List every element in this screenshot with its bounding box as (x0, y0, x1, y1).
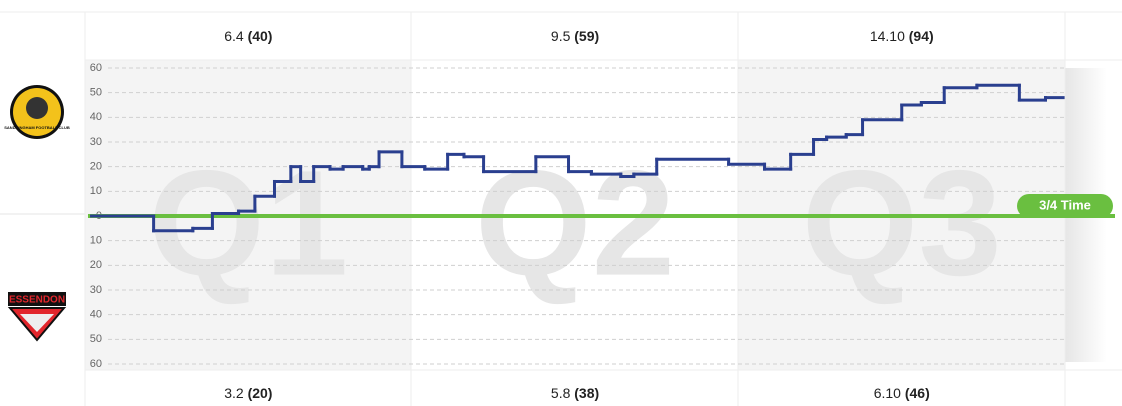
score-goals: 6.10 (874, 385, 901, 401)
score-points: (59) (574, 28, 599, 44)
away-score: 6.10 (46) (874, 385, 930, 401)
y-tick-label: 10 (90, 235, 102, 247)
score-points: (46) (905, 385, 930, 401)
annotation: 3/4 Time (1039, 197, 1091, 212)
score-points: (40) (248, 28, 273, 44)
y-tick-label: 60 (90, 62, 102, 74)
score-points: (38) (574, 385, 599, 401)
logo-text: ESSENDON (9, 295, 65, 306)
y-tick-label: 30 (90, 136, 102, 148)
quarter-watermark: Q2 (475, 139, 675, 307)
y-tick-label: 30 (90, 284, 102, 296)
annotation-pill (1017, 194, 1113, 218)
y-tick-label: 60 (90, 358, 102, 370)
y-tick-label: 40 (90, 111, 102, 123)
y-tick-label: 50 (90, 333, 102, 345)
logo-zebra (26, 97, 48, 119)
score-points: (20) (248, 385, 273, 401)
away-score: 3.2 (20) (224, 385, 272, 401)
away-logo: ESSENDON (7, 292, 67, 342)
home-score: 14.10 (94) (870, 28, 934, 44)
score-goals: 5.8 (551, 385, 571, 401)
quarter-watermark: Q3 (802, 139, 1002, 307)
away-score: 5.8 (38) (551, 385, 599, 401)
y-tick-label: 20 (90, 161, 102, 173)
y-tick-label: 20 (90, 259, 102, 271)
score-goals: 9.5 (551, 28, 571, 44)
quarter-watermark: Q1 (148, 139, 348, 307)
score-points: (94) (909, 28, 934, 44)
score-goals: 3.2 (224, 385, 244, 401)
home-logo: SANDRINGHAM FOOTBALL CLUB (4, 85, 70, 139)
score-goals: 14.10 (870, 28, 905, 44)
logo-banner (8, 292, 66, 306)
logo-bomber (20, 314, 54, 332)
home-score: 9.5 (59) (551, 28, 599, 44)
score-goals: 6.4 (224, 28, 244, 44)
y-tick-label: 40 (90, 309, 102, 321)
y-tick-label: 10 (90, 185, 102, 197)
y-tick-label: 50 (90, 87, 102, 99)
logo-text: SANDRINGHAM FOOTBALL CLUB (4, 125, 70, 130)
home-score: 6.4 (40) (224, 28, 272, 44)
